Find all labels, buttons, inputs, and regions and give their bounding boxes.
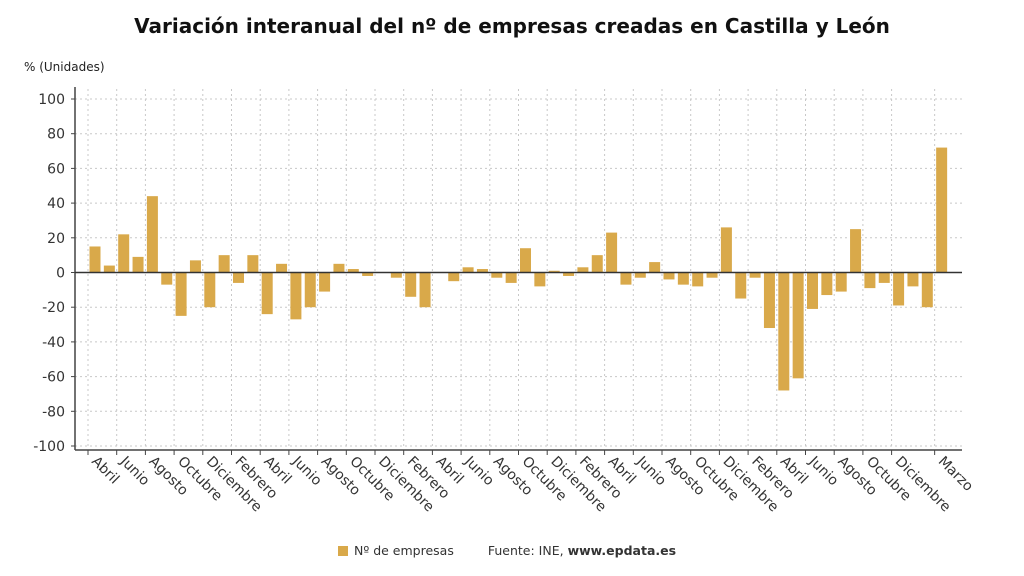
bar [591,255,603,273]
bar [921,272,933,308]
bar [706,272,718,278]
source-site: www.epdata.es [567,543,677,558]
bar [362,272,374,276]
legend-swatch [338,545,348,556]
y-tick-label: 20 [47,231,65,247]
legend: Nº de empresas Fuente: INE, www.epdata.e… [338,543,676,558]
y-tick-label: -40 [42,335,65,351]
bar [347,269,359,273]
y-tick-label: 80 [47,127,65,143]
bar [333,263,345,273]
bar [835,272,847,292]
bar [89,246,101,273]
bar [735,272,747,299]
x-tick-label: Junio [633,453,669,489]
bar [505,272,517,283]
y-tick-label: 60 [47,161,65,177]
bar [936,147,948,273]
bar [476,269,488,273]
bar [850,229,862,273]
source-note: Fuente: INE, www.epdata.es [488,543,676,558]
bar [448,272,460,282]
bar [620,272,632,285]
y-tick-label: -60 [42,370,65,386]
bar [878,272,890,283]
bar [663,272,675,280]
x-tick-label: Abril [88,454,122,488]
bar [491,272,503,278]
bar [146,196,158,273]
bar [720,227,732,273]
bar [792,272,804,379]
bar [319,272,331,292]
y-tick-label: 0 [56,266,65,282]
bar [677,272,689,285]
bar [548,270,560,273]
y-tick-label: 100 [38,92,65,108]
legend-label: Nº de empresas [354,543,454,558]
bar [118,234,130,273]
bar [419,272,431,308]
x-tick-label: Junio [461,453,497,489]
chart-title: Variación interanual del nº de empresas … [134,14,890,38]
x-tick-label: Junio [805,453,841,489]
bar [749,272,761,278]
bar [462,267,474,273]
y-tick-label: 40 [47,196,65,212]
x-tick-label: Marzo [935,454,976,495]
bar [218,255,230,273]
bar [692,272,704,287]
bar [778,272,790,391]
bar [390,272,402,278]
bar [864,272,876,289]
bar [204,272,216,308]
bar [261,272,273,315]
bar [563,272,575,276]
bar [893,272,905,306]
bar [233,272,244,283]
bar [649,262,661,273]
bar [534,272,546,287]
bar [290,272,302,320]
bar [132,256,144,273]
x-tick-label: Junio [288,453,324,489]
bar [606,232,618,273]
bar [520,248,531,273]
bar [763,272,775,329]
bar [634,272,646,278]
y-axis-label: % (Unidades) [24,60,105,74]
bar [247,255,259,273]
bar [161,272,173,285]
y-tick-label: -20 [42,300,65,316]
bar [189,260,201,273]
bar [175,272,187,316]
x-tick-label: Junio [116,453,152,489]
bar [907,272,919,287]
bar [103,265,115,273]
bar [577,267,589,273]
bar [276,263,288,273]
y-tick-label: -100 [33,439,65,455]
source-prefix: Fuente: INE, [487,543,568,558]
bar [821,272,833,296]
bar [405,272,417,297]
bar [304,272,316,308]
y-tick-label: -80 [42,404,65,420]
bar [807,272,818,309]
